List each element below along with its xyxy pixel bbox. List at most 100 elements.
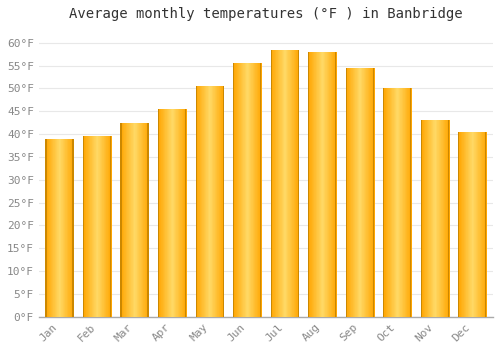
Bar bbox=[372, 68, 373, 317]
Bar bbox=[49, 139, 50, 317]
Bar bbox=[98, 136, 99, 317]
Bar bbox=[199, 86, 200, 317]
Bar bbox=[310, 52, 311, 317]
Bar bbox=[458, 132, 460, 317]
Bar bbox=[275, 50, 276, 317]
Bar bbox=[141, 123, 142, 317]
Bar bbox=[186, 109, 187, 317]
Bar bbox=[329, 52, 330, 317]
Bar bbox=[204, 86, 206, 317]
Bar bbox=[88, 136, 90, 317]
Bar bbox=[243, 63, 244, 317]
Bar bbox=[299, 50, 300, 317]
Bar bbox=[84, 136, 86, 317]
Bar bbox=[286, 50, 288, 317]
Bar bbox=[72, 139, 74, 317]
Bar bbox=[47, 139, 48, 317]
Bar bbox=[169, 109, 170, 317]
Bar bbox=[86, 136, 87, 317]
Bar bbox=[429, 120, 430, 317]
Bar bbox=[110, 136, 111, 317]
Bar bbox=[321, 52, 322, 317]
Bar bbox=[221, 86, 222, 317]
Bar bbox=[259, 63, 260, 317]
Bar bbox=[69, 139, 70, 317]
Bar bbox=[126, 123, 127, 317]
Bar bbox=[220, 86, 221, 317]
Bar bbox=[390, 89, 392, 317]
Bar bbox=[396, 89, 397, 317]
Bar bbox=[442, 120, 444, 317]
Bar bbox=[109, 136, 110, 317]
Bar bbox=[139, 123, 140, 317]
Bar bbox=[211, 86, 212, 317]
Bar bbox=[96, 136, 97, 317]
Bar bbox=[384, 89, 385, 317]
Bar bbox=[476, 132, 478, 317]
Bar bbox=[352, 68, 353, 317]
Bar bbox=[480, 132, 482, 317]
Bar bbox=[394, 89, 395, 317]
Bar bbox=[71, 139, 72, 317]
Bar bbox=[336, 52, 337, 317]
Bar bbox=[363, 68, 364, 317]
Bar bbox=[167, 109, 168, 317]
Bar bbox=[405, 89, 406, 317]
Bar bbox=[83, 136, 84, 317]
Bar bbox=[424, 120, 425, 317]
Bar bbox=[171, 109, 172, 317]
Bar bbox=[316, 52, 317, 317]
Bar bbox=[423, 120, 424, 317]
Bar bbox=[72, 139, 73, 317]
Bar bbox=[143, 123, 144, 317]
Bar bbox=[397, 89, 398, 317]
Bar bbox=[218, 86, 219, 317]
Bar bbox=[288, 50, 289, 317]
Bar bbox=[406, 89, 407, 317]
Bar bbox=[298, 50, 299, 317]
Bar bbox=[129, 123, 130, 317]
Bar bbox=[432, 120, 433, 317]
Bar bbox=[294, 50, 295, 317]
Bar bbox=[486, 132, 487, 317]
Bar bbox=[206, 86, 207, 317]
Bar bbox=[483, 132, 484, 317]
Bar bbox=[438, 120, 439, 317]
Bar bbox=[425, 120, 426, 317]
Bar bbox=[437, 120, 438, 317]
Bar bbox=[392, 89, 393, 317]
Bar bbox=[482, 132, 483, 317]
Bar bbox=[241, 63, 242, 317]
Bar bbox=[273, 50, 274, 317]
Bar bbox=[274, 50, 276, 317]
Bar bbox=[285, 50, 286, 317]
Bar bbox=[95, 136, 96, 317]
Bar bbox=[133, 123, 134, 317]
Bar bbox=[386, 89, 387, 317]
Bar bbox=[213, 86, 214, 317]
Bar bbox=[68, 139, 69, 317]
Bar bbox=[91, 136, 92, 317]
Bar bbox=[175, 109, 176, 317]
Bar bbox=[472, 132, 474, 317]
Bar bbox=[235, 63, 236, 317]
Bar bbox=[399, 89, 400, 317]
Bar bbox=[480, 132, 481, 317]
Bar bbox=[67, 139, 68, 317]
Bar bbox=[128, 123, 129, 317]
Bar bbox=[284, 50, 285, 317]
Bar bbox=[120, 123, 122, 317]
Bar bbox=[334, 52, 335, 317]
Bar bbox=[335, 52, 336, 317]
Bar bbox=[355, 68, 356, 317]
Bar bbox=[470, 132, 471, 317]
Bar bbox=[400, 89, 401, 317]
Bar bbox=[320, 52, 321, 317]
Bar bbox=[318, 52, 319, 317]
Bar bbox=[94, 136, 95, 317]
Bar bbox=[443, 120, 444, 317]
Bar bbox=[408, 89, 409, 317]
Bar bbox=[386, 89, 388, 317]
Bar bbox=[372, 68, 374, 317]
Bar bbox=[349, 68, 350, 317]
